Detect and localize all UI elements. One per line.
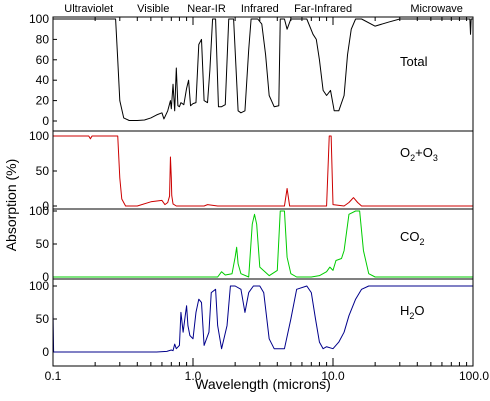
series-line-h2o [52,285,473,353]
panel-label-part: O [414,303,424,318]
region-label: Infrared [241,3,279,15]
x-axis: 0.1 1.0 10.0 100.0 [45,17,489,383]
y-tick-label: 0 [42,114,49,128]
panel-label-part: CO [400,229,420,244]
y-tick-label: 0 [42,270,49,284]
panels: 020406080100Total050100O2+O3050100CO2050… [29,12,473,359]
series-line-o2o3 [53,135,473,207]
y-tick-label: 100 [29,279,49,293]
panel-label-part: 2 [410,153,415,163]
y-tick-label: 0 [42,199,49,213]
y-tick-label: 50 [36,164,50,178]
x-tick-label: 1.0 [185,369,202,383]
plot-frame [52,16,474,367]
region-label: Microwave [410,3,463,15]
y-tick-label: 100 [29,129,49,143]
y-tick-label: 60 [36,53,50,67]
series-line-co2 [53,210,473,278]
panel-label-part: 3 [433,153,438,163]
panel-label-part: O [400,145,410,160]
region-label: Ultraviolet [64,3,113,15]
y-tick-label: 50 [36,312,50,326]
region-label: Near-IR [187,3,226,15]
panel-h2o: 0 50 100 H2O [29,279,473,359]
series-line-total [53,18,473,121]
panel-label-h2o: H2O [400,303,425,321]
region-label: Far-Infrared [294,3,352,15]
y-tick-label: 80 [36,32,50,46]
panel-label-o2o3: O2+O3 [400,145,438,163]
x-axis-label: Wavelength (microns) [195,376,331,392]
y-tick-label: 50 [36,237,50,251]
x-tick-label: 100.0 [459,369,489,383]
panel-label-part: +O [415,145,433,160]
y-tick-label: 40 [36,73,50,87]
panel-total: 0 20 40 60 80 100 Total [29,12,473,132]
y-axis-label: Absorption (%) [3,159,19,252]
x-tick-label: 10.0 [321,369,345,383]
y-tick-label: 20 [36,94,50,108]
panel-label-part: H [400,303,409,318]
panel-label-co2: CO2 [400,229,425,247]
panel-label-part: 2 [420,237,425,247]
region-labels: Ultraviolet Visible Near-IR Infrared Far-Inf… [64,3,463,15]
x-tick-label: 0.1 [45,369,62,383]
region-label: Visible [137,3,169,15]
panel-o2o3: 0 50 100 O2+O3 [29,129,473,213]
y-tick-label: 100 [29,12,49,26]
panel-label-part: 2 [409,311,414,321]
panel-co2: 0 50 100 CO2 [29,204,473,284]
y-tick-label: 100 [29,204,49,218]
panel-label-total: Total [400,54,428,69]
y-tick-label: 0 [42,345,49,359]
